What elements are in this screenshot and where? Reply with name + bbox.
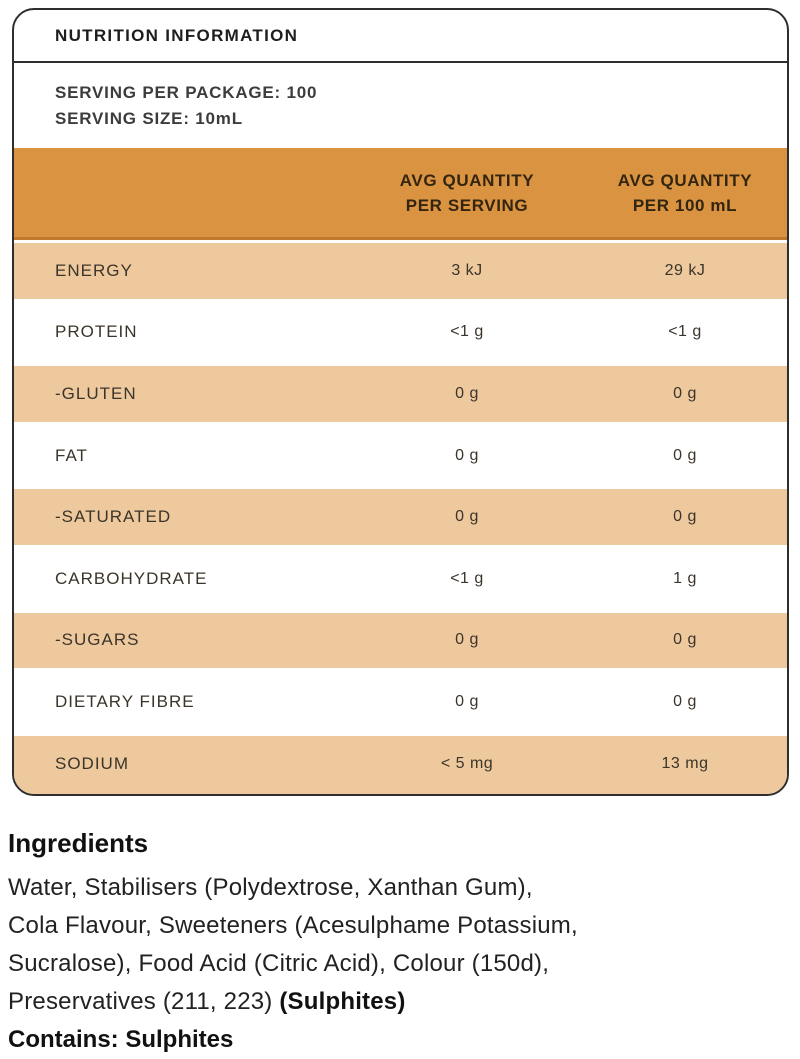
row-name: -SUGARS: [55, 630, 140, 650]
row-per-100ml: 1 g: [673, 569, 697, 587]
ingredients-heading: Ingredients: [8, 828, 149, 858]
ingredients-section: Ingredients Water, Stabilisers (Polydext…: [8, 828, 792, 1059]
row-per-100ml: 0 g: [673, 508, 697, 526]
serving-per-package: SERVING PER PACKAGE: 100: [55, 83, 318, 102]
ingredients-line-1: Water, Stabilisers (Polydextrose, Xantha…: [8, 874, 533, 901]
ingredients-line-2: Cola Flavour, Sweeteners (Acesulphame Po…: [8, 912, 578, 939]
table-row-saturated: -SATURATED 0 g 0 g: [14, 486, 787, 548]
row-per-serving: 0 g: [455, 446, 479, 464]
col-header-per-serving-line1: AVG QUANTITY: [399, 170, 535, 190]
table-row-fat: FAT 0 g 0 g: [14, 424, 787, 487]
row-per-serving: 0 g: [455, 692, 479, 710]
row-per-serving: < 5 mg: [440, 754, 494, 772]
panel-title-text: NUTRITION INFORMATION: [55, 25, 299, 45]
row-per-serving: <1 g: [450, 323, 484, 341]
row-name: FAT: [55, 445, 88, 465]
table-row-dietary-fibre: DIETARY FIBRE 0 g 0 g: [14, 671, 787, 733]
nutrition-panel: NUTRITION INFORMATION SERVING PER PACKAG…: [12, 8, 789, 797]
row-per-100ml: 29 kJ: [664, 261, 706, 279]
ingredients-line-3: Sucralose), Food Acid (Citric Acid), Col…: [8, 950, 550, 977]
col-header-per-100ml-line1: AVG QUANTITY: [617, 170, 753, 190]
row-name: ENERGY: [55, 260, 133, 280]
row-name: -GLUTEN: [55, 383, 137, 403]
ingredients-line-4: Preservatives (211, 223) (Sulphites): [8, 983, 792, 1021]
row-name: CARBOHYDRATE: [55, 568, 208, 588]
table-body: ENERGY 3 kJ 29 kJ PROTEIN <1 g <1 g -GLU…: [14, 240, 787, 795]
row-name: -SATURATED: [55, 507, 172, 527]
table-header: AVG QUANTITY PER SERVING AVG QUANTITY PE…: [14, 148, 787, 240]
col-header-per-100ml: AVG QUANTITY PER 100 mL: [583, 168, 787, 218]
ingredients-sulphites-bold: (Sulphites): [279, 988, 406, 1015]
panel-title: NUTRITION INFORMATION: [14, 10, 787, 63]
row-name: DIETARY FIBRE: [55, 691, 195, 711]
table-row-sodium: SODIUM < 5 mg 13 mg: [14, 732, 787, 795]
table-row-gluten: -GLUTEN 0 g 0 g: [14, 363, 787, 425]
row-per-serving: 0 g: [455, 508, 479, 526]
row-per-100ml: <1 g: [668, 323, 702, 341]
serving-size: SERVING SIZE: 10mL: [55, 109, 243, 128]
col-header-per-100ml-line2: PER 100 mL: [632, 195, 738, 215]
col-header-per-serving-line2: PER SERVING: [405, 195, 529, 215]
table-row-carbohydrate: CARBOHYDRATE <1 g 1 g: [14, 547, 787, 610]
row-per-serving: 0 g: [455, 631, 479, 649]
table-row-protein: PROTEIN <1 g <1 g: [14, 301, 787, 364]
row-per-100ml: 0 g: [673, 446, 697, 464]
row-per-serving: 3 kJ: [451, 261, 483, 279]
row-per-100ml: 0 g: [673, 631, 697, 649]
row-per-100ml: 0 g: [673, 384, 697, 402]
table-row-energy: ENERGY 3 kJ 29 kJ: [14, 240, 787, 302]
row-per-100ml: 13 mg: [661, 754, 709, 772]
ingredients-line-4-regular: Preservatives (211, 223): [8, 988, 280, 1015]
serving-info: SERVING PER PACKAGE: 100 SERVING SIZE: 1…: [14, 63, 787, 148]
contains-statement: Contains: Sulphites: [8, 1026, 234, 1053]
table-row-sugars: -SUGARS 0 g 0 g: [14, 609, 787, 672]
row-per-100ml: 0 g: [673, 692, 697, 710]
row-name: PROTEIN: [55, 322, 138, 342]
row-name: SODIUM: [55, 753, 129, 773]
row-per-serving: 0 g: [455, 384, 479, 402]
row-per-serving: <1 g: [450, 569, 484, 587]
col-header-per-serving: AVG QUANTITY PER SERVING: [351, 168, 583, 218]
